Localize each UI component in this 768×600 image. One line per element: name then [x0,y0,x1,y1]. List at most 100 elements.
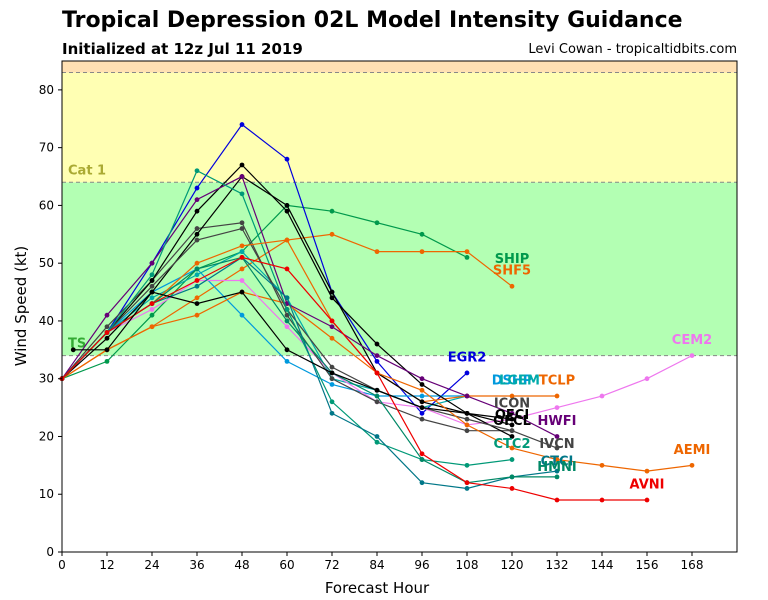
x-tick-label: 24 [144,558,159,572]
point-tvca [149,289,155,295]
series-line-tclp [61,291,557,403]
point-shf5 [194,295,200,301]
point-avni [464,480,470,486]
y-tick-label: 20 [39,429,54,443]
point-avni [104,330,110,335]
point-hwfi [239,174,245,179]
point-egr2 [419,410,425,416]
point-ofci [329,295,335,301]
point-shf5 [509,283,515,289]
point-hmni [374,393,380,399]
x-tick-label: 60 [279,558,294,572]
point-ofcl [194,231,200,237]
band-cat-1 [62,72,737,183]
point-ivcn [149,283,155,289]
series-tvca [70,289,515,422]
x-tick-label: 36 [189,558,204,572]
x-tick-label: 168 [681,558,704,572]
series-label-hmni: HMNI [537,460,577,475]
point-hmni [509,474,515,480]
point-tclp [194,312,200,318]
y-tick-label: 70 [39,141,54,155]
series-layer [59,122,695,503]
point-ship [149,312,155,318]
x-tick-label: 72 [324,558,339,572]
point-icon [419,416,425,422]
point-ctc2 [284,306,290,312]
point-egr2 [284,156,290,162]
point-tvca [374,387,380,393]
point-ctc2 [329,399,335,405]
chart-subtitle: Initialized at 12z Jul 11 2019 [62,40,303,58]
point-ctc2 [194,168,200,174]
point-tvca [419,405,425,410]
series-label-avni: AVNI [630,477,665,492]
point-dshp [419,393,425,399]
point-egr2 [374,358,380,364]
point-ctc2 [239,191,245,197]
y-axis-label: Wind Speed (kt) [12,246,30,367]
point-shf5 [419,249,425,255]
point-icon [329,376,335,382]
point-hwfi [374,353,380,358]
point-ship [329,208,335,214]
series-line-hwfi [61,175,558,438]
point-ivcn [509,428,515,434]
point-ship [419,231,425,237]
y-tick-label: 50 [39,256,54,270]
x-tick-label: 132 [546,558,569,572]
point-aemi [509,445,515,451]
x-tick-label: 156 [636,558,659,572]
point-avni [149,301,155,307]
point-ofci [419,382,425,387]
point-icon [284,312,290,318]
point-ofci [284,208,290,214]
point-hmni [284,318,290,324]
point-icon [104,324,110,330]
band-label-cat-1: Cat 1 [68,163,106,178]
point-shf5 [464,249,470,255]
series-avni [59,255,650,503]
series-label-dshp: DSHP [492,373,533,388]
point-tvca [239,289,245,295]
series-label-ctci: CTCI [541,454,574,469]
series-label-ctc2: CTC2 [494,437,531,452]
point-hwfi [149,260,155,266]
y-tick-label: 10 [39,487,54,501]
point-hwfi [419,376,425,382]
point-tvca [464,410,470,416]
point-hwfi [464,393,470,399]
point-aemi [689,462,695,468]
series-line-dshp [61,268,467,397]
series-label-ship: SHIP [495,252,530,267]
series-label-lgem: LGEM [499,373,540,388]
series-line-avni [61,256,647,501]
series-label-shf5: SHF5 [493,264,531,279]
point-cem2 [239,278,245,283]
axes: 0 12 24 36 48 60 72 84 96 108 120 132 144 156 168 0 10 20… [39,83,704,572]
point-avni [554,497,560,503]
point-tvca [70,347,76,353]
point-shf5 [239,266,245,272]
point-egr2 [239,122,245,127]
x-tick-label: 84 [369,558,384,572]
chart-credit: Levi Cowan - tropicaltidbits.com [528,42,737,57]
point-icon [239,220,245,226]
point-cem2 [599,393,605,399]
y-tick-label: 80 [39,83,54,97]
point-ofci [194,208,200,214]
point-shf5 [374,249,380,255]
point-tvca [194,301,200,307]
point-avni [599,497,605,503]
point-ofcl [329,289,335,295]
point-tvca [329,370,335,376]
series-label-aemi: AEMI [674,443,711,458]
point-dshp [284,358,290,364]
point-aemi [284,237,290,243]
point-ctci [194,283,200,289]
point-avni [329,318,335,324]
y-tick-label: 0 [46,545,54,559]
point-ofcl [419,399,425,405]
point-avni [194,278,200,283]
